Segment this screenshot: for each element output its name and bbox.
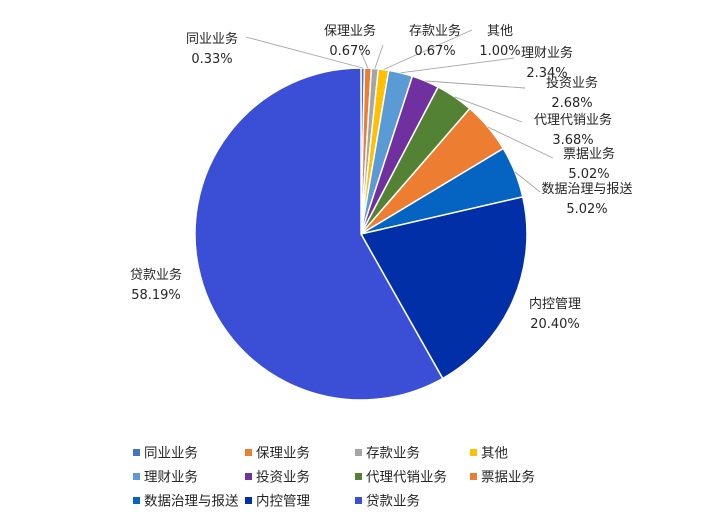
legend-swatch-3 xyxy=(355,449,362,456)
legend-swatch-4 xyxy=(470,449,477,456)
pie-slice-11 xyxy=(194,67,444,401)
leader-line-6 xyxy=(425,80,526,89)
data-label-name-6: 投资业务 xyxy=(546,75,598,91)
data-label-value-9: 5.02% xyxy=(566,202,607,217)
data-label-name-5: 理财业务 xyxy=(521,45,573,61)
data-label-name-11: 贷款业务 xyxy=(130,267,182,283)
leader-line-9 xyxy=(514,171,541,193)
data-label-name-9: 数据治理与报送 xyxy=(541,182,632,197)
data-label-name-2: 保理业务 xyxy=(324,23,376,39)
legend-swatch-2 xyxy=(245,449,252,456)
data-label-value-1: 0.33% xyxy=(191,52,232,67)
legend-label-11: 贷款业务 xyxy=(366,494,420,510)
legend-swatch-10 xyxy=(245,497,252,504)
legend-label-9: 数据治理与报送 xyxy=(144,494,239,510)
legend-label-10: 内控管理 xyxy=(256,494,310,510)
leader-line-3 xyxy=(374,44,384,69)
data-label-name-1: 同业业务 xyxy=(186,31,238,47)
legend-swatch-11 xyxy=(355,497,362,504)
leader-line-2 xyxy=(359,49,369,69)
leader-line-4 xyxy=(383,29,473,70)
data-label-value-2: 0.67% xyxy=(329,44,370,59)
data-label-name-7: 代理代销业务 xyxy=(534,112,612,128)
legend-label-4: 其他 xyxy=(481,446,508,462)
legend-swatch-5 xyxy=(133,473,140,480)
leader-line-5 xyxy=(400,57,515,74)
legend-label-8: 票据业务 xyxy=(481,470,535,486)
leader-line-1 xyxy=(245,36,363,69)
data-label-name-3: 存款业务 xyxy=(409,23,461,39)
data-label-name-8: 票据业务 xyxy=(563,146,615,162)
legend-swatch-9 xyxy=(133,497,140,504)
legend-label-6: 投资业务 xyxy=(256,470,310,486)
legend-label-2: 保理业务 xyxy=(256,446,310,462)
data-label-value-3: 0.67% xyxy=(414,44,455,59)
legend-label-3: 存款业务 xyxy=(366,446,420,462)
pie-slice-10 xyxy=(359,195,528,380)
data-label-value-8: 5.02% xyxy=(568,167,609,182)
data-label-value-7: 3.68% xyxy=(552,133,593,148)
data-label-value-6: 2.68% xyxy=(551,96,592,111)
legend-swatch-8 xyxy=(470,473,477,480)
legend-label-1: 同业业务 xyxy=(144,446,198,462)
legend-label-5: 理财业务 xyxy=(144,470,198,486)
data-label-value-11: 58.19% xyxy=(131,288,181,303)
leader-line-8 xyxy=(487,126,554,159)
data-label-value-10: 20.40% xyxy=(530,317,580,332)
legend-swatch-1 xyxy=(133,449,140,456)
legend-swatch-7 xyxy=(355,473,362,480)
data-label-value-4: 1.00% xyxy=(479,44,520,59)
legend-swatch-6 xyxy=(245,473,252,480)
data-label-name-4: 其他 xyxy=(487,24,513,39)
leader-line-7 xyxy=(454,96,523,123)
legend-label-7: 代理代销业务 xyxy=(366,470,447,486)
data-label-value-5: 2.34% xyxy=(526,66,567,81)
data-label-name-10: 内控管理 xyxy=(529,296,581,312)
